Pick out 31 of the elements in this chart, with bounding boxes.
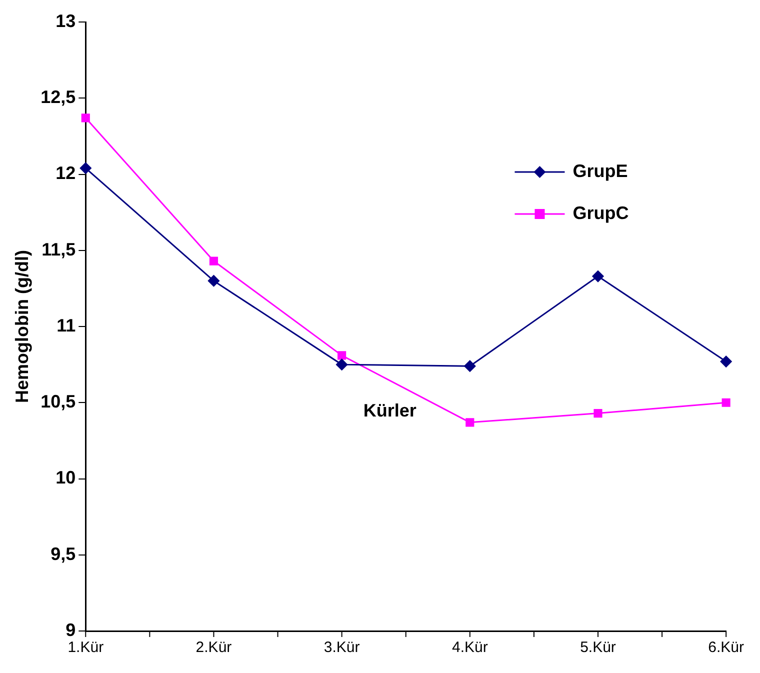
point	[336, 358, 348, 370]
x-tick-label: 2.Kür	[196, 639, 232, 656]
y-tick-label: 9,5	[50, 544, 76, 564]
x-tick-label: 5.Kür	[580, 639, 616, 656]
y-tick-label: 11,5	[42, 239, 76, 260]
point	[209, 256, 218, 266]
y-tick-label: 10	[56, 468, 76, 488]
y-axis-title: Hemoglobin (g/dl)	[12, 250, 32, 403]
point	[594, 408, 602, 418]
x-tick-label: 4.Kür	[452, 639, 488, 656]
y-tick-label: 12,5	[40, 87, 76, 108]
x-tick-label: 3.Kür	[324, 639, 360, 656]
x-tick-label: 1.Kür	[68, 639, 104, 656]
x-axis-title: Kürler	[363, 400, 416, 421]
point	[338, 351, 346, 360]
point	[722, 398, 730, 407]
point	[720, 356, 732, 368]
legend-label: GrupC	[572, 202, 629, 223]
y-tick-label: 13	[56, 10, 76, 31]
point	[80, 162, 92, 174]
point	[81, 114, 90, 122]
point	[464, 360, 476, 372]
legend-label: GrupE	[572, 160, 628, 181]
y-tick-label: 12	[56, 163, 76, 184]
point	[466, 418, 474, 427]
y-tick-label: 10,5	[40, 392, 76, 412]
point	[208, 275, 220, 287]
point	[592, 270, 604, 282]
y-tick-label: 11	[56, 315, 76, 336]
x-tick-label: 6.Kür	[708, 639, 744, 656]
y-tick-label: 9	[66, 620, 76, 640]
